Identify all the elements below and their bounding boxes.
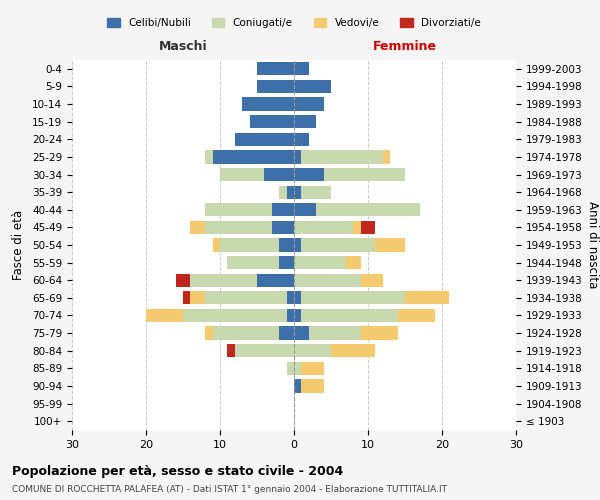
Bar <box>316 203 420 216</box>
Bar <box>220 168 265 181</box>
Bar <box>287 186 294 198</box>
Bar <box>265 168 294 181</box>
Bar <box>294 291 301 304</box>
Bar <box>376 238 405 252</box>
Bar <box>205 326 212 340</box>
Bar <box>294 274 361 287</box>
Bar <box>235 132 294 146</box>
Text: COMUNE DI ROCCHETTA PALAFEA (AT) - Dati ISTAT 1° gennaio 2004 - Elaborazione TUT: COMUNE DI ROCCHETTA PALAFEA (AT) - Dati … <box>12 485 447 494</box>
Bar <box>183 309 287 322</box>
Bar <box>146 309 183 322</box>
Bar <box>301 186 331 198</box>
Bar <box>294 380 301 392</box>
Bar <box>272 221 294 234</box>
Bar <box>294 221 353 234</box>
Bar <box>220 238 279 252</box>
Bar <box>309 326 361 340</box>
Bar <box>294 186 301 198</box>
Bar <box>294 256 346 269</box>
Bar <box>190 291 205 304</box>
Bar <box>361 221 376 234</box>
Bar <box>212 238 220 252</box>
Text: Popolazione per età, sesso e stato civile - 2004: Popolazione per età, sesso e stato civil… <box>12 465 343 478</box>
Bar <box>301 380 323 392</box>
Bar <box>235 344 294 358</box>
Bar <box>294 150 301 164</box>
Bar <box>294 309 301 322</box>
Bar <box>205 221 272 234</box>
Bar <box>257 62 294 76</box>
Bar <box>405 291 449 304</box>
Y-axis label: Anni di nascita: Anni di nascita <box>586 202 599 288</box>
Bar <box>183 291 190 304</box>
Bar <box>331 344 376 358</box>
Bar <box>346 256 361 269</box>
Bar <box>205 291 287 304</box>
Bar <box>301 362 323 375</box>
Legend: Celibi/Nubili, Coniugati/e, Vedovi/e, Divorziati/e: Celibi/Nubili, Coniugati/e, Vedovi/e, Di… <box>103 14 485 32</box>
Bar <box>361 274 383 287</box>
Bar <box>227 256 279 269</box>
Bar <box>272 203 294 216</box>
Bar <box>242 98 294 110</box>
Bar <box>294 132 309 146</box>
Bar <box>294 344 331 358</box>
Bar <box>287 362 294 375</box>
Bar <box>190 274 257 287</box>
Bar <box>279 186 287 198</box>
Text: Maschi: Maschi <box>158 40 208 52</box>
Bar <box>287 291 294 304</box>
Bar <box>287 309 294 322</box>
Bar <box>294 98 323 110</box>
Bar <box>294 326 309 340</box>
Bar <box>257 274 294 287</box>
Bar <box>190 221 205 234</box>
Bar <box>227 344 235 358</box>
Bar <box>279 256 294 269</box>
Bar <box>383 150 390 164</box>
Bar <box>205 150 212 164</box>
Bar <box>205 203 272 216</box>
Bar <box>353 221 361 234</box>
Bar <box>301 238 376 252</box>
Bar <box>294 80 331 93</box>
Bar <box>398 309 434 322</box>
Bar <box>279 238 294 252</box>
Bar <box>294 203 316 216</box>
Bar <box>361 326 398 340</box>
Bar <box>212 326 279 340</box>
Bar <box>212 150 294 164</box>
Bar <box>250 115 294 128</box>
Bar <box>301 150 383 164</box>
Bar <box>279 326 294 340</box>
Bar <box>294 62 309 76</box>
Bar <box>257 80 294 93</box>
Bar <box>301 309 398 322</box>
Bar <box>294 115 316 128</box>
Bar <box>294 168 323 181</box>
Y-axis label: Fasce di età: Fasce di età <box>12 210 25 280</box>
Bar <box>323 168 405 181</box>
Bar <box>294 362 301 375</box>
Bar <box>176 274 190 287</box>
Bar <box>294 238 301 252</box>
Bar <box>301 291 405 304</box>
Text: Femmine: Femmine <box>373 40 437 52</box>
